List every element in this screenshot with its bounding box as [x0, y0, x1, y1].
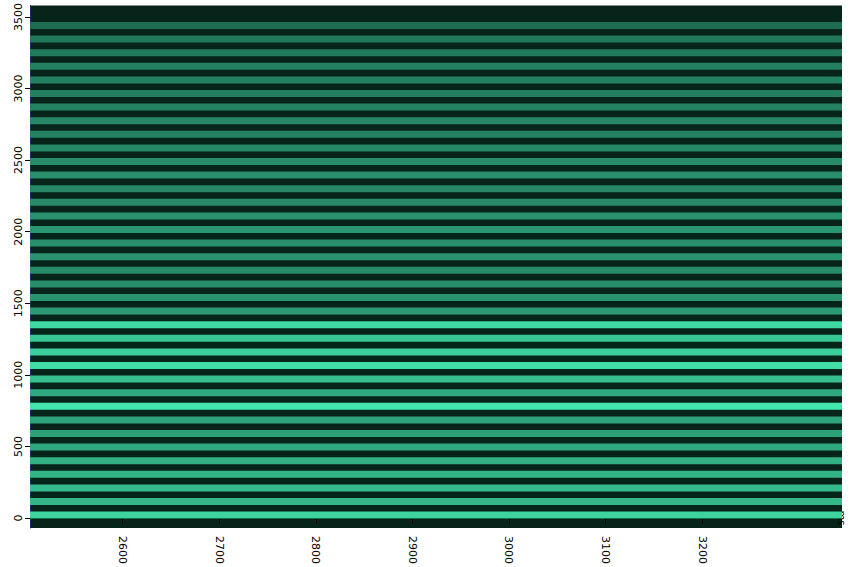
svg-text:2500: 2500: [12, 146, 25, 174]
svg-text:3200: 3200: [696, 536, 709, 564]
svg-text:1000: 1000: [12, 361, 25, 389]
svg-text:3000: 3000: [502, 536, 515, 564]
svg-text:3100: 3100: [599, 536, 612, 564]
svg-text:2900: 2900: [406, 536, 419, 564]
svg-text:1500: 1500: [12, 289, 25, 317]
svg-text:500: 500: [12, 436, 25, 457]
svg-text:3000: 3000: [12, 74, 25, 102]
svg-text:2000: 2000: [12, 218, 25, 246]
svg-text:3500: 3500: [12, 3, 25, 31]
svg-text:0: 0: [12, 514, 25, 521]
svg-text:2800: 2800: [309, 536, 322, 564]
svg-text:2700: 2700: [213, 536, 226, 564]
svg-text:2600: 2600: [116, 536, 129, 564]
